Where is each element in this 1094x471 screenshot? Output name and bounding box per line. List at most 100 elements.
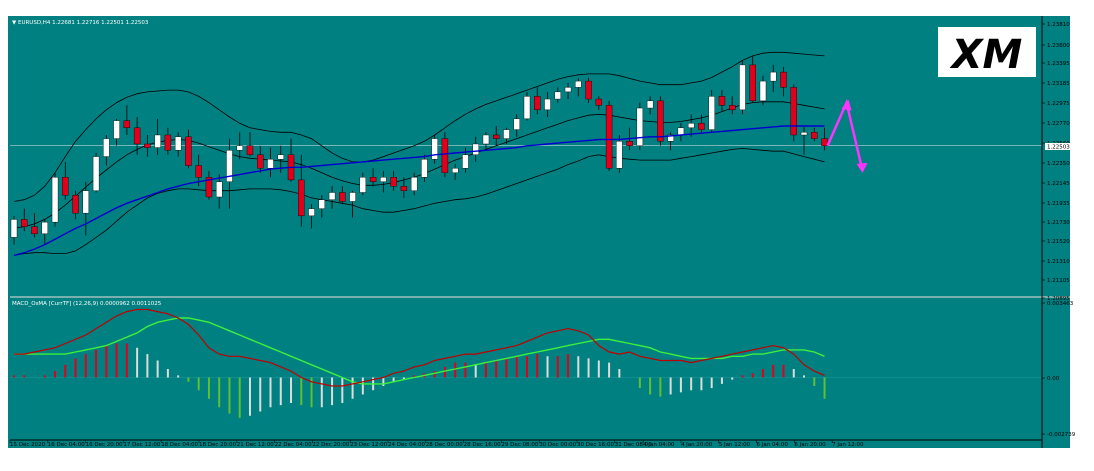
candle-body xyxy=(595,98,603,106)
candle-body xyxy=(544,98,551,111)
candle-body xyxy=(482,134,490,145)
logo-text: XM xyxy=(949,32,1023,78)
candle-body xyxy=(729,105,736,111)
x-tick-label: 24 Dec 04:00 xyxy=(388,442,425,448)
price-tag-box xyxy=(1045,143,1070,150)
x-tick-label: 31 Dec 08:00 xyxy=(615,442,652,448)
candle-body xyxy=(800,132,808,136)
candle-body xyxy=(369,177,377,182)
candle-body xyxy=(790,87,797,136)
candle-body xyxy=(462,154,469,169)
candle-body xyxy=(113,120,120,139)
candle-body xyxy=(154,134,161,148)
candle-body xyxy=(195,165,202,178)
y-tick-label: 1.22975 xyxy=(1047,101,1070,107)
candle-body xyxy=(667,134,674,142)
candle-body xyxy=(687,123,695,129)
candle-body xyxy=(513,118,520,130)
y-tick-label: 1.22350 xyxy=(1047,161,1070,167)
candle-body xyxy=(21,219,28,227)
y-tick-label: 1.23600 xyxy=(1047,43,1070,49)
x-tick-label: 6 Jan 04:00 xyxy=(757,442,789,448)
candle-body xyxy=(564,87,572,93)
candle-body xyxy=(523,96,531,120)
candle-body xyxy=(698,123,705,130)
candle-body xyxy=(123,120,131,129)
candle-body xyxy=(41,221,48,235)
osma-y-tick-label: 0.00 xyxy=(1047,376,1060,382)
candle-body xyxy=(390,177,397,187)
candle-body xyxy=(677,127,685,136)
candle-body xyxy=(770,71,777,82)
y-tick-label: 1.22770 xyxy=(1047,121,1070,127)
x-tick-label: 18 Dec 04:00 xyxy=(161,442,198,448)
plot-background xyxy=(8,16,1070,448)
candle-body xyxy=(31,226,38,235)
candle-body xyxy=(400,185,408,191)
x-tick-label: 29 Dec 08:00 xyxy=(501,442,538,448)
candle-body xyxy=(51,177,59,223)
candle-body xyxy=(92,156,100,191)
candle-body xyxy=(267,159,274,169)
candle-body xyxy=(493,134,500,139)
x-tick-label: 15 Dec 2020 xyxy=(10,442,46,448)
candle-body xyxy=(441,138,449,173)
candle-body xyxy=(144,143,151,148)
symbol-header: ▼ EURUSD,H4 1.22681 1.22716 1.22501 1.22… xyxy=(12,20,149,26)
y-tick-label: 1.21310 xyxy=(1047,259,1070,265)
candle-body xyxy=(226,150,233,182)
signal-line xyxy=(14,317,825,385)
candle-body xyxy=(646,100,654,109)
osma-y-tick-label: 0.003463 xyxy=(1047,301,1074,307)
candle-body xyxy=(328,192,336,200)
candle-body xyxy=(749,64,756,102)
candle-body xyxy=(451,168,459,173)
indicator-title: MACD_OsMA [CurrTF] (12,26,9) 0.0000962 0… xyxy=(12,301,162,307)
y-tick-label: 1.21105 xyxy=(1047,278,1070,284)
x-tick-label: 28 Dec 16:00 xyxy=(464,442,501,448)
candle-body xyxy=(626,141,633,146)
x-tick-label: 5 Jan 12:00 xyxy=(719,442,751,448)
candle-body xyxy=(72,194,79,214)
price-pane xyxy=(10,51,1042,257)
candle-body xyxy=(421,159,428,178)
candle-body xyxy=(616,141,623,169)
candle-body xyxy=(215,181,223,198)
candle-body xyxy=(359,177,367,193)
candle-body xyxy=(657,100,664,142)
candle-body xyxy=(605,105,613,169)
candle-body xyxy=(82,190,90,214)
x-tick-label: 30 Dec 00:00 xyxy=(539,442,576,448)
candle-body xyxy=(257,154,264,169)
moving-average-line xyxy=(13,125,825,257)
candle-body xyxy=(431,138,438,160)
forecast-arrowhead-down xyxy=(856,162,868,173)
x-tick-label: 16 Dec 04:00 xyxy=(48,442,85,448)
candle-body xyxy=(503,129,510,139)
x-tick-label: 22 Dec 20:00 xyxy=(312,442,349,448)
y-tick-label: 1.23395 xyxy=(1047,61,1070,67)
x-tick-label: 30 Dec 16:00 xyxy=(577,442,614,448)
y-tick-label: 1.20895 xyxy=(1047,296,1070,302)
candle-body xyxy=(277,154,284,160)
candle-body xyxy=(185,136,192,166)
candle-body xyxy=(62,177,69,196)
candle-body xyxy=(575,80,582,88)
candle-body xyxy=(133,127,141,145)
osma-y-tick-label: -0.002739 xyxy=(1047,432,1076,438)
x-tick-label: 22 Dec 04:00 xyxy=(275,442,312,448)
candle-body xyxy=(534,96,541,111)
macd-line xyxy=(14,308,825,387)
y-tick-label: 1.21520 xyxy=(1047,239,1070,245)
y-tick-label: 1.23810 xyxy=(1047,22,1070,28)
candle-body xyxy=(811,132,818,139)
bollinger-lower-line xyxy=(13,148,825,256)
candle-body xyxy=(780,71,787,88)
x-tick-label: 4 Jan 04:00 xyxy=(643,442,675,448)
candle-body xyxy=(246,145,254,155)
candle-body xyxy=(164,134,172,151)
candle-body xyxy=(821,138,828,146)
candle-body xyxy=(554,91,561,100)
candle-body xyxy=(318,199,325,209)
